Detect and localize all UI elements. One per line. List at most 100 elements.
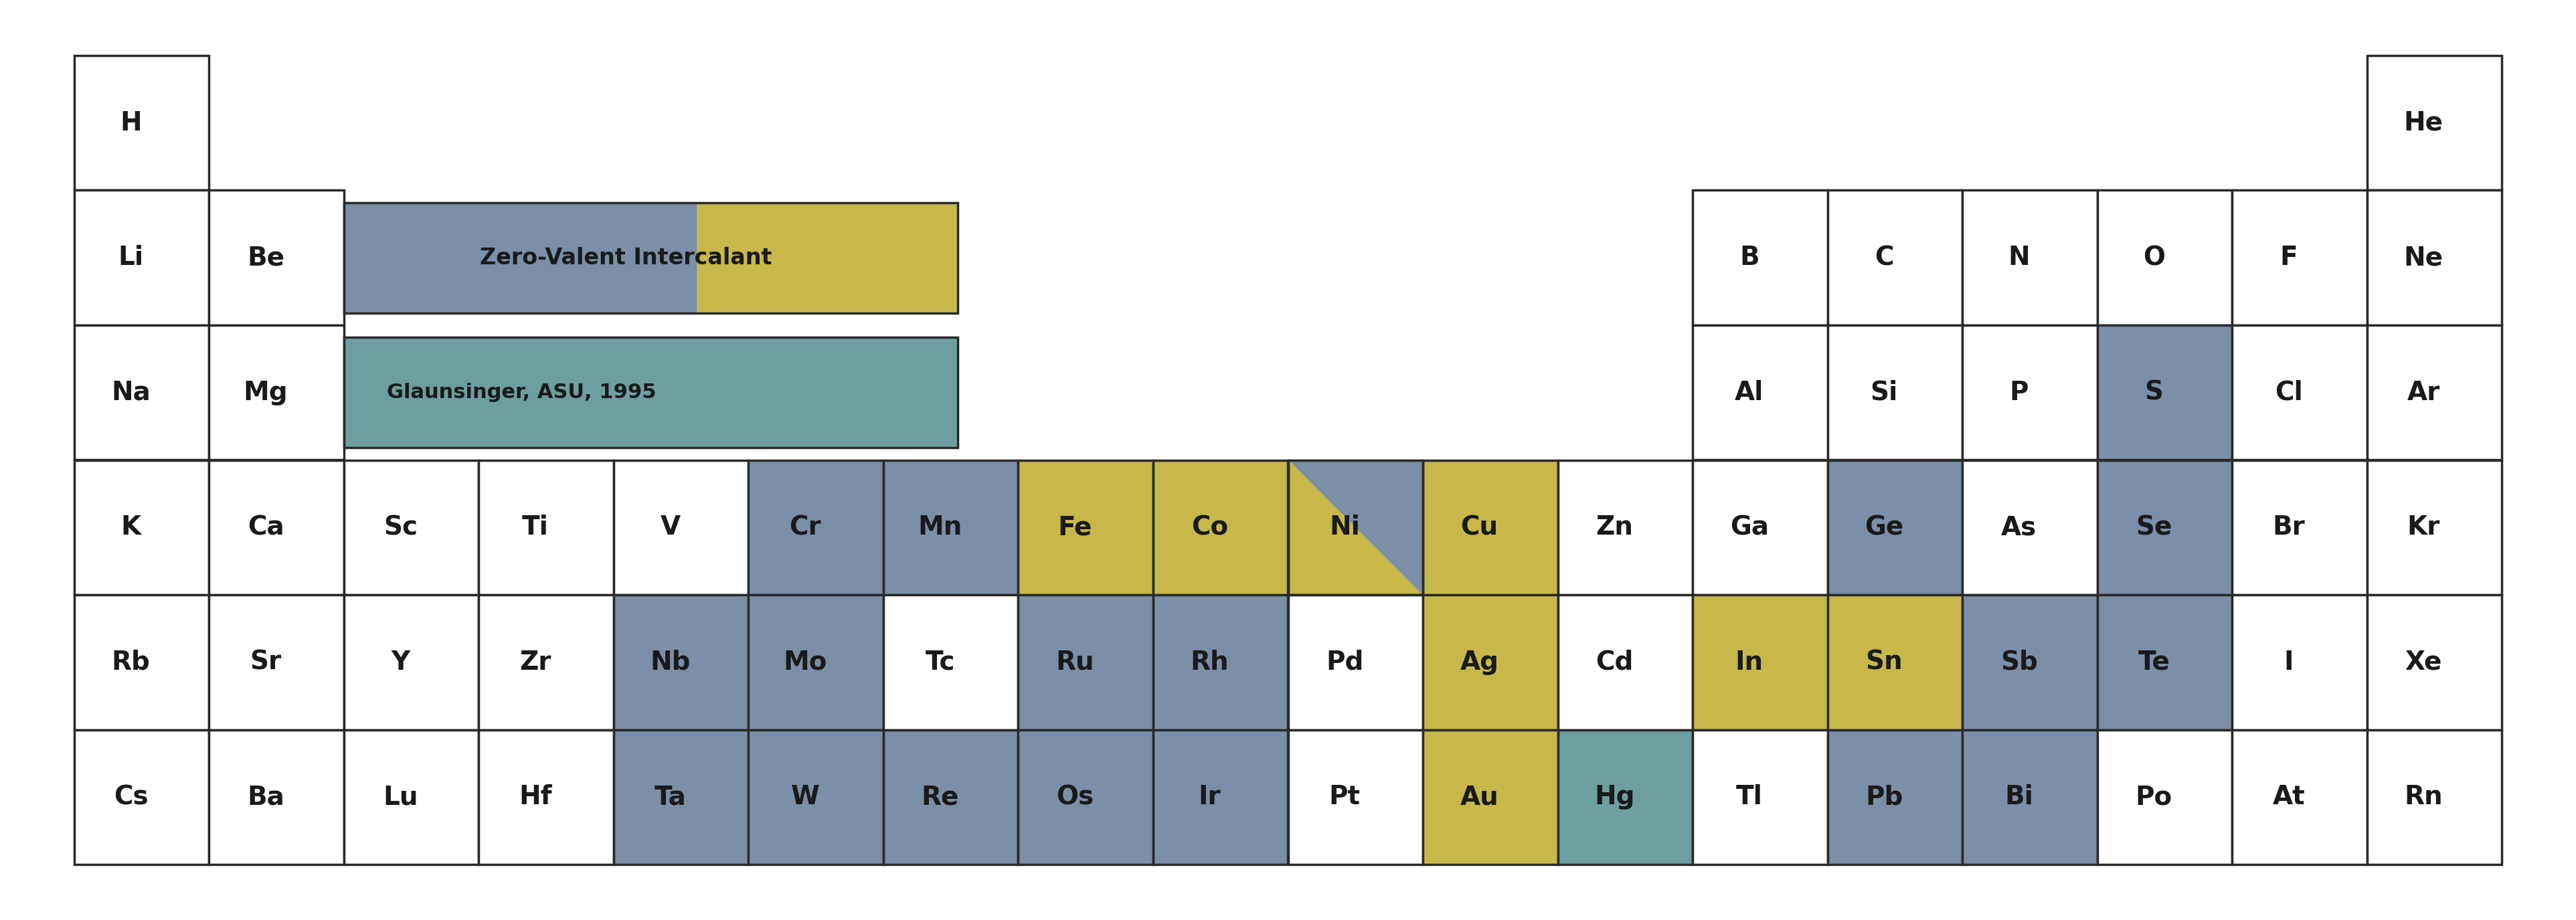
Bar [479, 730, 613, 865]
Polygon shape [1288, 460, 1422, 595]
Text: Pt: Pt [1329, 785, 1360, 810]
Text: B: B [1739, 245, 1759, 270]
Bar [345, 595, 479, 730]
Text: Mn: Mn [917, 514, 963, 540]
Bar [1422, 595, 1558, 730]
Bar [2097, 595, 2231, 730]
Text: Si: Si [1870, 380, 1899, 406]
Bar [1422, 460, 1558, 595]
Text: Nb: Nb [649, 650, 690, 675]
Bar [75, 325, 209, 460]
Text: Mo: Mo [783, 650, 827, 675]
Bar [2231, 190, 2367, 325]
Bar [1963, 325, 2097, 460]
Bar [209, 460, 345, 595]
Bar [1692, 460, 1826, 595]
Bar [75, 55, 209, 190]
Text: Lu: Lu [384, 785, 417, 810]
Bar [1963, 460, 2097, 595]
Bar [613, 460, 750, 595]
Bar [209, 190, 345, 325]
Bar [209, 730, 345, 865]
Text: S: S [2143, 380, 2164, 406]
Text: Ru: Ru [1056, 650, 1095, 675]
Text: Li: Li [118, 245, 144, 270]
Text: Cu: Cu [1461, 514, 1499, 540]
Text: Ca: Ca [247, 514, 283, 540]
Text: K: K [121, 514, 142, 540]
Text: At: At [2272, 785, 2306, 810]
Text: Sn: Sn [1865, 650, 1904, 675]
Text: Cr: Cr [788, 514, 822, 540]
Text: Ba: Ba [247, 785, 283, 810]
Bar [2367, 190, 2501, 325]
Text: Re: Re [922, 785, 958, 810]
Bar [2097, 460, 2231, 595]
Text: Tc: Tc [925, 650, 956, 675]
Bar [1692, 190, 1826, 325]
Bar [1692, 595, 1826, 730]
Text: Po: Po [2136, 785, 2172, 810]
Text: Ar: Ar [2406, 380, 2439, 406]
Text: Ni: Ni [1329, 514, 1360, 540]
Bar [1963, 190, 2097, 325]
Bar [2231, 595, 2367, 730]
Text: Sc: Sc [384, 514, 417, 540]
Text: O: O [2143, 245, 2164, 270]
Bar [2367, 325, 2501, 460]
Bar [884, 595, 1018, 730]
Text: Te: Te [2138, 650, 2169, 675]
Bar [1154, 730, 1288, 865]
Bar [1558, 460, 1692, 595]
Text: Mg: Mg [242, 380, 289, 406]
Bar [345, 338, 958, 448]
Text: Bi: Bi [2004, 785, 2032, 810]
Text: Rb: Rb [111, 650, 149, 675]
Text: Sb: Sb [2002, 650, 2038, 675]
Text: H: H [121, 110, 142, 135]
Text: He: He [2403, 110, 2445, 135]
Text: Ag: Ag [1461, 650, 1499, 675]
Text: Br: Br [2272, 514, 2306, 540]
Bar [1154, 460, 1288, 595]
Text: F: F [2280, 245, 2298, 270]
Text: Zero-Valent Intercalant: Zero-Valent Intercalant [479, 247, 773, 269]
Bar [1963, 730, 2097, 865]
Text: Ge: Ge [1865, 514, 1904, 540]
Bar [1826, 730, 1963, 865]
Bar [75, 190, 209, 325]
Text: Kr: Kr [2406, 514, 2439, 540]
Bar [2231, 325, 2367, 460]
Bar [1692, 730, 1826, 865]
Bar [1288, 595, 1422, 730]
Text: N: N [2009, 245, 2030, 270]
Text: Ga: Ga [1731, 514, 1770, 540]
Text: Ir: Ir [1198, 785, 1221, 810]
Bar [1422, 730, 1558, 865]
Bar [2367, 730, 2501, 865]
Text: Ta: Ta [654, 785, 685, 810]
Bar [1288, 460, 1422, 595]
Bar [750, 460, 884, 595]
Bar [1826, 325, 1963, 460]
Bar [613, 595, 750, 730]
Bar [345, 460, 479, 595]
Bar [1963, 595, 2097, 730]
Bar [345, 730, 479, 865]
Bar [2367, 55, 2501, 190]
Bar [750, 730, 884, 865]
Bar [2097, 190, 2231, 325]
Bar [2367, 460, 2501, 595]
Text: Cl: Cl [2275, 380, 2303, 406]
Bar [479, 460, 613, 595]
Text: Pb: Pb [1865, 785, 1904, 810]
Bar [2231, 730, 2367, 865]
Text: Os: Os [1056, 785, 1095, 810]
Text: Rh: Rh [1190, 650, 1229, 675]
Bar [2231, 460, 2367, 595]
Text: Cd: Cd [1595, 650, 1633, 675]
Text: Ti: Ti [523, 514, 549, 540]
Bar [209, 325, 345, 460]
Text: As: As [2002, 514, 2038, 540]
Text: Hf: Hf [518, 785, 551, 810]
